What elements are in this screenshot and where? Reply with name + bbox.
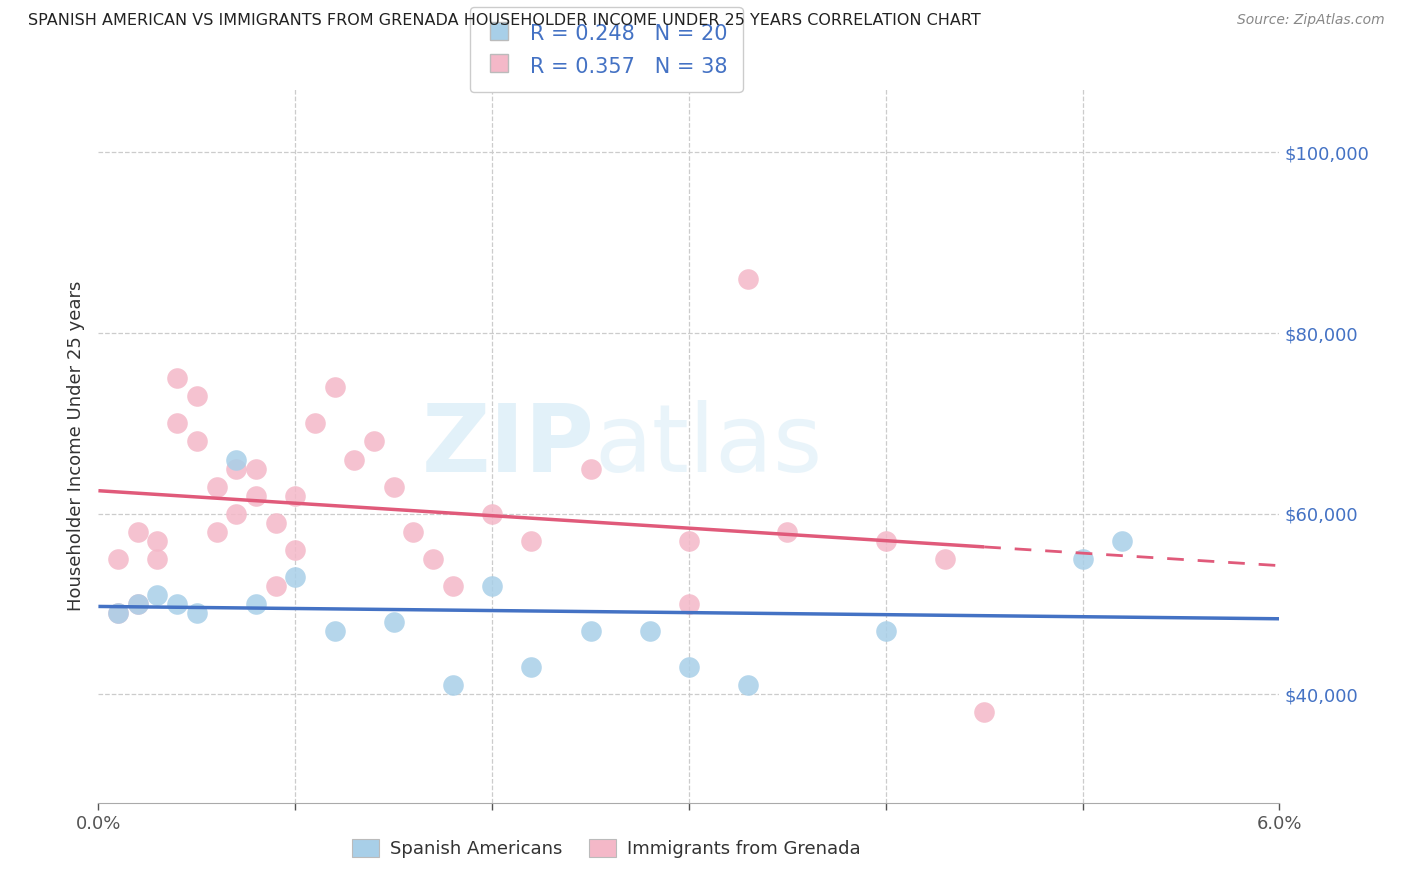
Point <box>186 434 208 449</box>
Point <box>186 606 208 620</box>
Text: ZIP: ZIP <box>422 400 595 492</box>
Point <box>245 597 267 611</box>
Point <box>1111 533 1133 548</box>
Point <box>304 417 326 431</box>
Point <box>127 597 149 611</box>
Point <box>225 507 247 521</box>
Point <box>382 615 405 629</box>
Point <box>678 660 700 674</box>
Point <box>875 624 897 639</box>
Point <box>776 524 799 539</box>
Point <box>225 452 247 467</box>
Point <box>520 660 543 674</box>
Point <box>107 606 129 620</box>
Point <box>284 489 307 503</box>
Point <box>441 678 464 692</box>
Y-axis label: Householder Income Under 25 years: Householder Income Under 25 years <box>66 281 84 611</box>
Point <box>127 597 149 611</box>
Point <box>579 461 602 475</box>
Text: Source: ZipAtlas.com: Source: ZipAtlas.com <box>1237 13 1385 28</box>
Point <box>422 552 444 566</box>
Point <box>245 489 267 503</box>
Point <box>1071 552 1094 566</box>
Point <box>205 480 228 494</box>
Point <box>678 597 700 611</box>
Point <box>225 461 247 475</box>
Point <box>284 542 307 557</box>
Point <box>127 524 149 539</box>
Point <box>481 507 503 521</box>
Point <box>875 533 897 548</box>
Point <box>166 371 188 385</box>
Point <box>186 389 208 403</box>
Point <box>166 597 188 611</box>
Point <box>363 434 385 449</box>
Point <box>343 452 366 467</box>
Point <box>520 533 543 548</box>
Point <box>166 417 188 431</box>
Point <box>146 533 169 548</box>
Point <box>264 579 287 593</box>
Point <box>284 570 307 584</box>
Point <box>146 588 169 602</box>
Point <box>245 461 267 475</box>
Text: atlas: atlas <box>595 400 823 492</box>
Text: SPANISH AMERICAN VS IMMIGRANTS FROM GRENADA HOUSEHOLDER INCOME UNDER 25 YEARS CO: SPANISH AMERICAN VS IMMIGRANTS FROM GREN… <box>28 13 981 29</box>
Point <box>678 533 700 548</box>
Point <box>382 480 405 494</box>
Point <box>579 624 602 639</box>
Point <box>638 624 661 639</box>
Point <box>107 552 129 566</box>
Point <box>934 552 956 566</box>
Legend: Spanish Americans, Immigrants from Grenada: Spanish Americans, Immigrants from Grena… <box>344 831 868 865</box>
Point <box>441 579 464 593</box>
Point <box>146 552 169 566</box>
Point <box>402 524 425 539</box>
Point <box>264 516 287 530</box>
Point <box>323 624 346 639</box>
Point <box>107 606 129 620</box>
Point <box>323 380 346 394</box>
Point <box>737 272 759 286</box>
Point <box>481 579 503 593</box>
Point <box>737 678 759 692</box>
Point <box>973 706 995 720</box>
Point <box>205 524 228 539</box>
